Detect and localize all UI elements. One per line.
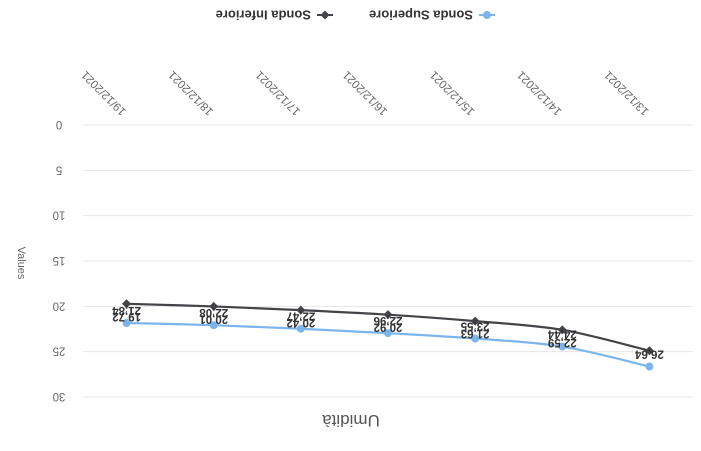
data-point[interactable] [383,310,393,320]
legend-marker [320,10,330,20]
x-tick-label: 18/12/2021 [167,68,216,117]
x-tick-label: 14/12/2021 [515,68,564,117]
data-label: 19,72 [112,310,141,322]
gridlines [83,124,693,398]
x-tick-label: 13/12/2021 [602,68,651,117]
x-tick-label: 19/12/2021 [80,68,129,117]
y-tick-label: 30 [53,390,66,402]
chart-rotated-group: 0 5 10 15 20 25 30 13/12/2021 14/12/2021 15/12/2… [15,8,693,430]
data-point[interactable] [122,319,131,328]
y-tick-label: 10 [53,209,66,221]
y-tick-label: 0 [56,118,62,130]
data-point[interactable] [557,325,567,335]
chart-title: Umidità [322,411,380,430]
data-label: 22,47 [286,310,315,322]
legend-item-sonda-superiore[interactable]: Sonda Superiore [369,8,495,23]
data-point[interactable] [558,342,567,351]
data-point[interactable] [471,334,480,343]
data-label: 21,63 [461,327,490,339]
x-tick-label: 16/12/2021 [341,68,390,117]
data-point[interactable] [122,299,132,309]
legend-marker [483,11,491,19]
y-tick-label: 20 [53,299,66,311]
y-axis-title: Values [15,247,27,280]
data-label: 23,55 [460,320,489,332]
data-label: 21,84 [112,304,141,316]
y-tick-label: 25 [53,345,66,357]
y-tick-label: 5 [56,163,62,175]
x-axis-ticks: 13/12/2021 14/12/2021 15/12/2021 16/12/2021… [80,68,652,117]
data-point[interactable] [296,324,305,333]
data-label: 26,64 [634,348,663,360]
series-lines [122,299,654,371]
data-label: 22,08 [199,306,228,318]
data-label: 20,01 [199,312,228,324]
data-point[interactable] [209,301,219,311]
data-labels: 26,64 24,44 23,55 22,96 22,47 22,08 21,84 22,59… [112,304,664,360]
data-point[interactable] [644,346,654,356]
x-tick-label: 15/12/2021 [428,68,477,117]
legend-item-sonda-inferiore[interactable]: Sonda Inferiore [216,8,333,23]
y-axis-ticks: 0 5 10 15 20 25 30 [53,118,66,402]
data-point[interactable] [209,321,218,330]
data-point[interactable] [645,362,654,371]
data-label: 24,44 [547,328,576,340]
legend-label: Sonda Superiore [369,8,473,23]
legend[interactable]: Sonda Superiore Sonda Inferiore [216,8,495,23]
y-tick-label: 15 [53,254,66,266]
data-label: 22,59 [548,336,577,348]
data-point[interactable] [470,316,480,326]
data-label: 20,92 [374,321,403,333]
data-label: 22,96 [374,314,403,326]
x-tick-label: 17/12/2021 [254,68,303,117]
data-label: 20,42 [286,316,315,328]
legend-label: Sonda Inferiore [216,8,311,23]
data-point[interactable] [384,329,392,338]
data-point[interactable] [296,305,306,315]
